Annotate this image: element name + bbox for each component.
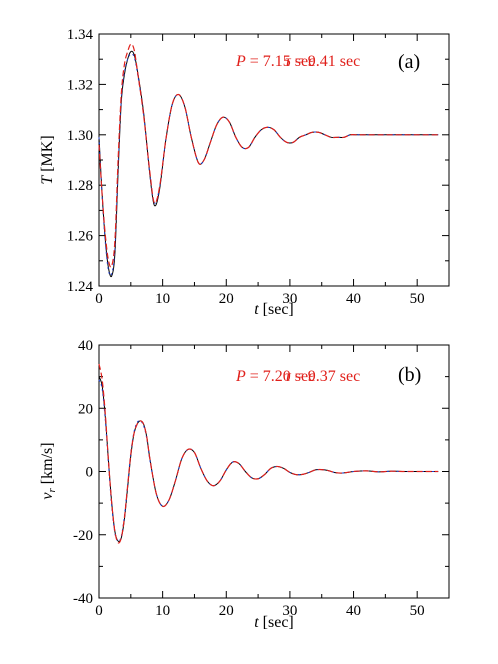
y-tick-label-a: 1.26 — [67, 229, 94, 245]
ticks-a: 0 10 20 30 40 50 1.24 1.26 1.28 1.30 1.32 1.34 — [67, 27, 449, 307]
y-axis-title-a: T [MK] — [39, 135, 56, 184]
y-tick-label-b: -40 — [73, 591, 93, 607]
y-tick-label-b: -20 — [73, 528, 93, 544]
y-tick-label-b: 20 — [78, 401, 93, 417]
x-axis-title-a: t [sec] — [254, 301, 294, 318]
ticks-b: 0 10 20 30 40 50 -40 -20 0 20 40 — [73, 338, 449, 619]
panel-label-a: (a) — [398, 51, 420, 73]
panel-b: 0 10 20 30 40 50 -40 -20 0 20 40 vr [km/s] t [sec]… — [39, 338, 450, 631]
y-tick-label-a: 1.32 — [67, 77, 93, 93]
period-annotation-b: P = 7.20 sec — [235, 368, 315, 385]
x-tick-label-b: 0 — [95, 603, 103, 619]
y-tick-label-a: 1.34 — [67, 27, 94, 43]
x-tick-label-a: 40 — [346, 291, 361, 307]
x-tick-label-b: 20 — [219, 603, 234, 619]
series-line-dashed-b — [98, 363, 439, 544]
y-tick-label-b: 0 — [86, 465, 94, 481]
y-tick-label-b: 40 — [78, 338, 93, 354]
x-tick-label-a: 50 — [410, 291, 425, 307]
series-line-dotted-a — [98, 53, 439, 277]
x-tick-label-b: 40 — [346, 603, 361, 619]
y-axis-title-b: vr [km/s] — [39, 442, 58, 499]
x-tick-label-b: 30 — [282, 603, 297, 619]
panel-label-b: (b) — [398, 364, 421, 386]
x-tick-label-b: 10 — [155, 603, 170, 619]
x-tick-label-a: 10 — [155, 291, 170, 307]
x-axis-title-b: t [sec] — [254, 614, 294, 631]
panel-a: 0 10 20 30 40 50 1.24 1.26 1.28 1.30 1.32 1.34 T [M… — [39, 27, 450, 318]
damping-annotation-b: τ = 9.37 sec — [285, 368, 360, 385]
x-tick-label-b: 50 — [410, 603, 425, 619]
series-line-dashed-a — [98, 43, 439, 268]
series-line-dotted-b — [98, 379, 439, 542]
plot-frame-a — [98, 33, 450, 287]
damping-annotation-a: τ = 9.41 sec — [285, 53, 360, 70]
series-group-b — [98, 363, 439, 544]
y-tick-label-a: 1.30 — [67, 128, 93, 144]
x-tick-label-a: 0 — [95, 291, 103, 307]
x-tick-label-a: 30 — [282, 291, 297, 307]
series-line-solid-a — [98, 50, 439, 278]
series-group-a — [98, 43, 439, 278]
period-annotation-a: P = 7.15 sec — [235, 53, 315, 70]
y-tick-label-a: 1.24 — [67, 279, 94, 295]
y-tick-label-a: 1.28 — [67, 178, 93, 194]
x-tick-label-a: 20 — [219, 291, 234, 307]
